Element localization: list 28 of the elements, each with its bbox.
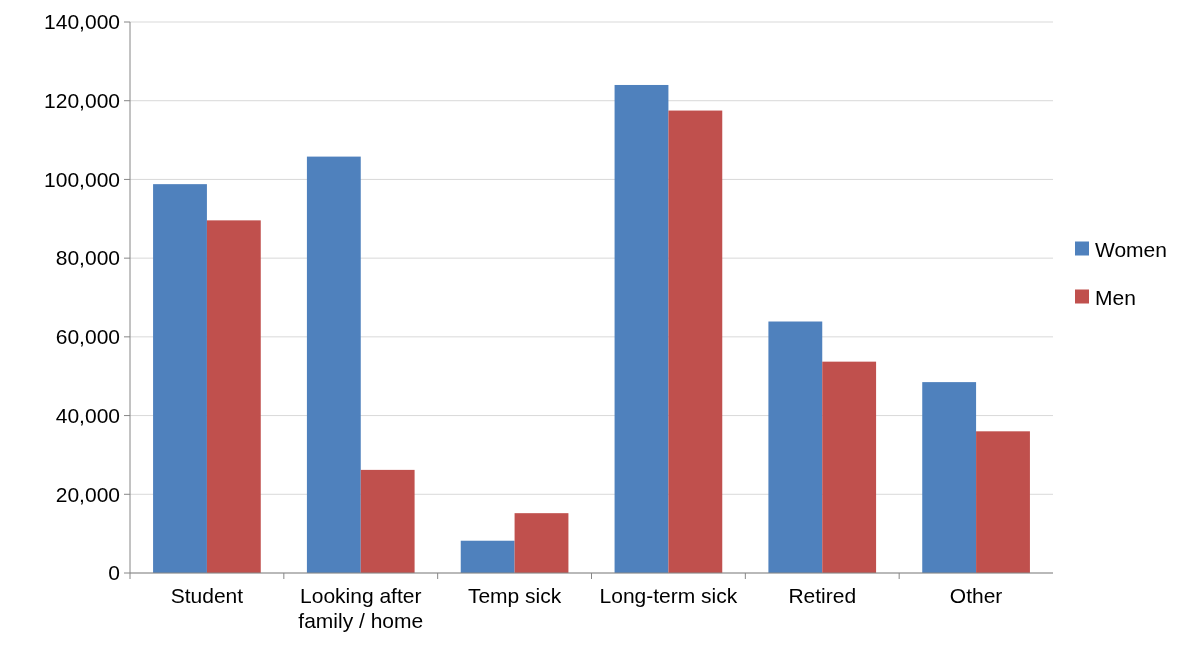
y-tick-label: 60,000	[55, 325, 120, 349]
legend-label: Women	[1095, 237, 1167, 261]
bar	[153, 184, 207, 573]
x-tick-label: Other	[949, 584, 1003, 607]
bar	[614, 84, 669, 573]
bar	[668, 110, 723, 573]
y-tick-label: 140,000	[44, 10, 120, 34]
bar	[360, 469, 415, 573]
x-tick-label: Temp sick	[467, 584, 562, 607]
x-tick-label: Looking after family / home	[298, 584, 424, 632]
y-tick-label: 20,000	[55, 482, 120, 506]
x-tick-label: Retired	[788, 584, 857, 607]
bar	[922, 382, 977, 573]
y-tick-label: 100,000	[44, 167, 120, 191]
y-tick-label: 120,000	[44, 89, 120, 113]
x-tick-label: Student	[170, 584, 244, 607]
y-tick-label: 40,000	[55, 403, 120, 427]
y-tick-label: 80,000	[55, 246, 120, 270]
y-tick-label: 0	[108, 561, 120, 585]
bar	[822, 361, 877, 573]
bar	[206, 220, 261, 573]
x-tick-label: Long-term sick	[599, 584, 738, 607]
bar	[460, 540, 515, 573]
bar	[768, 321, 823, 573]
bar	[306, 156, 361, 573]
legend-label: Men	[1095, 285, 1136, 309]
bar	[514, 513, 569, 573]
bar	[976, 431, 1030, 573]
